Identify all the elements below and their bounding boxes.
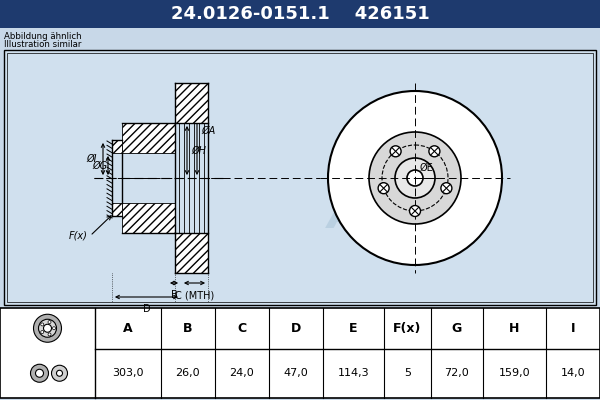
Text: Illustration similar: Illustration similar — [4, 40, 82, 49]
Text: E: E — [349, 322, 358, 335]
Bar — [175, 233, 208, 273]
Bar — [4, 50, 596, 305]
Text: 5: 5 — [404, 368, 411, 378]
Circle shape — [390, 146, 401, 157]
Text: ØA: ØA — [201, 126, 215, 136]
Bar — [175, 83, 208, 123]
Bar — [112, 203, 122, 216]
Circle shape — [429, 146, 440, 157]
Circle shape — [41, 323, 44, 326]
Text: 24.0126-0151.1    426151: 24.0126-0151.1 426151 — [170, 5, 430, 23]
Text: G: G — [452, 322, 462, 335]
Circle shape — [44, 324, 52, 332]
Circle shape — [41, 330, 44, 334]
Text: B: B — [183, 322, 193, 335]
Text: I: I — [571, 322, 575, 335]
Text: D: D — [291, 322, 301, 335]
Circle shape — [53, 327, 56, 330]
Circle shape — [52, 365, 67, 381]
Text: Ate: Ate — [328, 194, 412, 236]
Circle shape — [31, 364, 49, 382]
Text: C (MTH): C (MTH) — [175, 290, 214, 300]
Circle shape — [38, 319, 56, 337]
Bar — [112, 140, 122, 153]
Text: 26,0: 26,0 — [175, 368, 200, 378]
Text: C: C — [237, 322, 247, 335]
Text: A: A — [123, 322, 133, 335]
Text: 114,3: 114,3 — [338, 368, 369, 378]
Text: ØE: ØE — [419, 163, 433, 173]
Text: F(x): F(x) — [69, 231, 88, 241]
Bar — [122, 203, 175, 233]
Circle shape — [48, 333, 51, 336]
Circle shape — [378, 183, 389, 194]
Text: ØH: ØH — [191, 146, 206, 156]
Text: 24,0: 24,0 — [229, 368, 254, 378]
Text: 159,0: 159,0 — [499, 368, 530, 378]
Circle shape — [56, 370, 62, 376]
Text: 72,0: 72,0 — [445, 368, 469, 378]
Circle shape — [34, 314, 62, 342]
Text: D: D — [143, 304, 151, 314]
Bar — [122, 123, 175, 153]
Bar — [0, 0, 600, 28]
Circle shape — [328, 91, 502, 265]
Circle shape — [369, 132, 461, 224]
Bar — [7, 53, 593, 302]
Circle shape — [35, 369, 44, 377]
Circle shape — [407, 170, 423, 186]
Bar — [0, 308, 600, 398]
Text: 14,0: 14,0 — [560, 368, 586, 378]
Text: 47,0: 47,0 — [283, 368, 308, 378]
Circle shape — [409, 206, 421, 216]
Text: F(x): F(x) — [393, 322, 422, 335]
Text: 303,0: 303,0 — [112, 368, 143, 378]
Circle shape — [395, 158, 435, 198]
Circle shape — [441, 183, 452, 194]
Text: B: B — [170, 290, 178, 300]
Text: Abbildung ähnlich: Abbildung ähnlich — [4, 32, 82, 41]
Text: H: H — [509, 322, 520, 335]
Circle shape — [48, 320, 51, 324]
Text: ØI: ØI — [86, 154, 97, 164]
Text: ØG: ØG — [92, 160, 107, 170]
